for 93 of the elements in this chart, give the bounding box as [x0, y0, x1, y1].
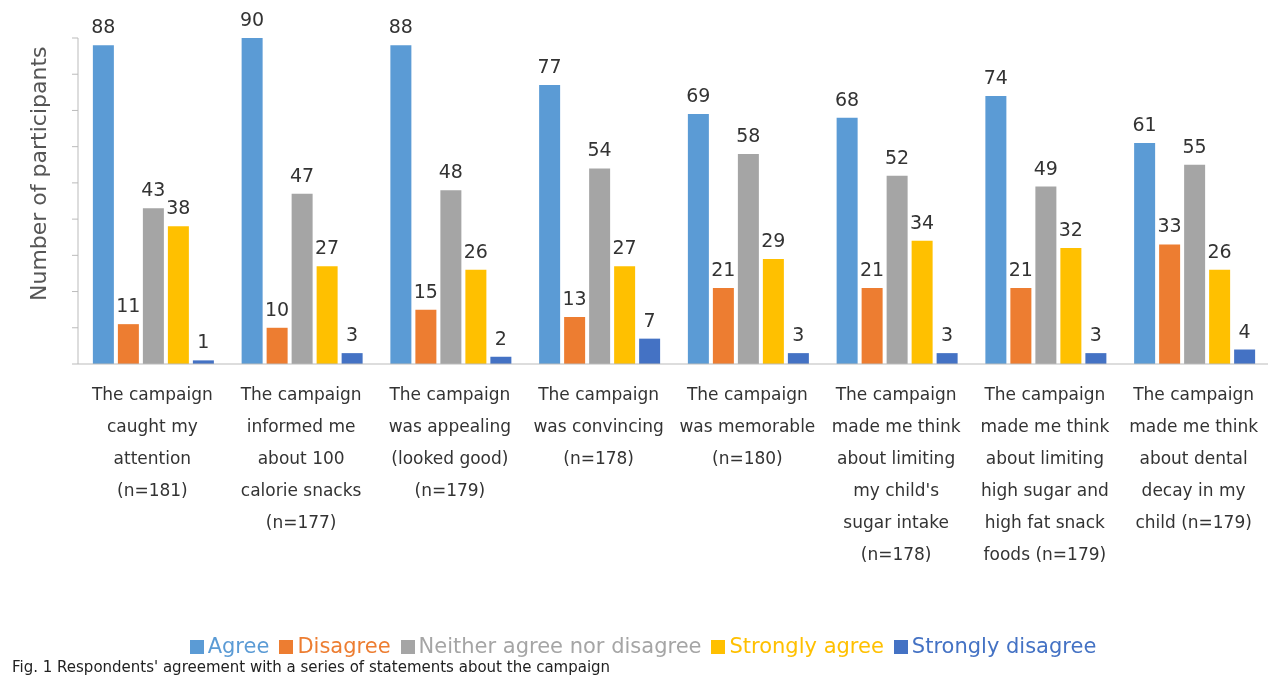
bar	[1035, 186, 1057, 364]
data-label: 21	[1008, 257, 1033, 280]
data-label: 33	[1157, 214, 1182, 237]
data-label: 21	[711, 257, 736, 280]
bar	[341, 353, 363, 364]
bar	[589, 168, 611, 364]
bar	[241, 38, 263, 364]
bar	[911, 240, 933, 364]
data-label: 7	[643, 308, 656, 331]
data-label: 3	[792, 323, 805, 346]
data-label: 68	[835, 87, 860, 110]
x-tick-label: The campaign made me think about dental decay in my child (n=179)	[1129, 384, 1259, 532]
legend-label: Strongly agree	[729, 634, 884, 658]
bar	[1085, 353, 1107, 364]
data-label: 2	[494, 326, 507, 349]
bar	[687, 114, 709, 364]
bar	[142, 208, 164, 364]
bar	[639, 338, 661, 364]
x-tick-label: The campaign caught my attention (n=181)	[90, 384, 213, 500]
bar	[117, 324, 139, 364]
bar	[390, 45, 412, 364]
data-label: 69	[686, 84, 711, 107]
data-label: 90	[240, 8, 265, 30]
data-label: 77	[537, 55, 562, 78]
x-tick-label: The campaign was convincing (n=178)	[533, 384, 664, 468]
bar	[787, 353, 809, 364]
data-label: 88	[91, 15, 116, 38]
data-label: 58	[736, 123, 761, 146]
data-label: 3	[941, 323, 954, 346]
data-label: 88	[388, 15, 413, 38]
bar	[1060, 248, 1082, 364]
bar	[316, 266, 338, 364]
bar	[861, 287, 883, 364]
data-label: 48	[438, 160, 463, 183]
data-label: 61	[1132, 113, 1157, 136]
data-label: 43	[141, 178, 166, 201]
bar	[539, 85, 561, 364]
data-label: 26	[1207, 239, 1232, 262]
data-label: 26	[463, 239, 488, 262]
bar	[762, 258, 784, 364]
bar	[1134, 143, 1156, 364]
data-label: 15	[413, 279, 438, 302]
data-label: 10	[265, 297, 290, 320]
data-label: 52	[885, 145, 910, 168]
bar	[614, 266, 636, 364]
bar	[1184, 164, 1206, 364]
bar	[1209, 269, 1231, 364]
bar	[92, 45, 114, 364]
data-label: 34	[910, 210, 935, 233]
data-label: 29	[761, 228, 786, 251]
y-axis-title: Number of participants	[25, 46, 51, 301]
data-label: 3	[346, 323, 359, 346]
bar	[564, 316, 586, 364]
bar	[936, 353, 958, 364]
legend-label: Strongly disagree	[911, 634, 1097, 658]
legend-label: Disagree	[297, 634, 391, 658]
data-label: 4	[1238, 319, 1251, 342]
data-label: 1	[197, 330, 210, 353]
bar	[415, 309, 437, 364]
bar	[1234, 349, 1256, 364]
bar	[836, 117, 858, 364]
data-label: 27	[315, 236, 340, 259]
data-label: 74	[983, 65, 1008, 88]
bar	[712, 287, 734, 364]
data-label: 49	[1033, 156, 1058, 179]
bar	[985, 95, 1007, 364]
bar	[737, 153, 759, 364]
data-label: 32	[1058, 218, 1083, 241]
x-tick-label: The campaign made me think about limiting high sugar and high fat snack foods (n=179)	[980, 384, 1110, 564]
data-label: 38	[166, 196, 191, 219]
data-label: 13	[562, 286, 587, 309]
bar	[291, 193, 313, 364]
data-label: 21	[860, 257, 885, 280]
legend-label: Agree	[207, 634, 270, 658]
x-tick-label: The campaign was memorable (n=180)	[679, 384, 816, 468]
data-label: 54	[587, 138, 612, 161]
bar	[465, 269, 487, 364]
bar	[1010, 287, 1032, 364]
bar	[886, 175, 908, 364]
x-tick-label: The campaign made me think about limiting my child's sugar intake (n=178)	[831, 384, 961, 564]
x-tick-label: The campaign informed me about 100 calorie snacks (n=177)	[239, 384, 362, 532]
bar	[1159, 244, 1181, 364]
bar	[440, 190, 462, 364]
bar	[266, 327, 288, 364]
data-label: 3	[1089, 323, 1102, 346]
data-label: 55	[1182, 134, 1207, 157]
data-label: 11	[116, 294, 141, 317]
data-label: 27	[612, 236, 637, 259]
x-tick-label: The campaign was appealing (looked good) (n=179)	[388, 384, 512, 500]
bar	[167, 226, 189, 364]
legend-label: Neither agree nor disagree	[418, 634, 702, 658]
data-label: 47	[290, 163, 315, 186]
caption: Fig. 1 Respondents' agreement with a series of statements about the campaign	[12, 658, 612, 676]
